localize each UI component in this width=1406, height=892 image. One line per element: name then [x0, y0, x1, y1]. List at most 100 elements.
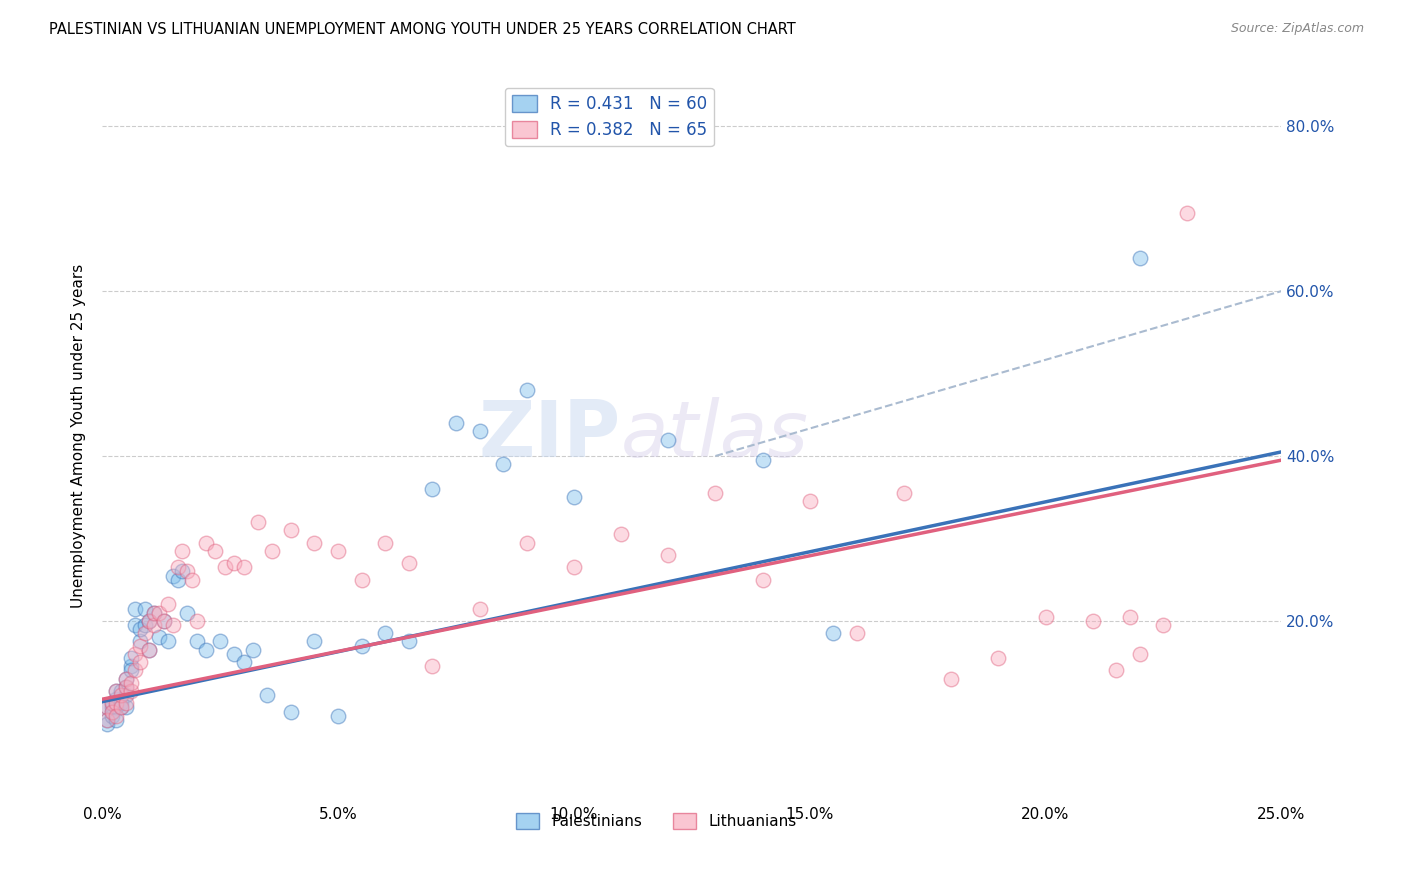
Point: [176, 565, 198, 579]
Point: [256, 688, 278, 702]
Point: [152, 614, 174, 628]
Point: [209, 634, 232, 648]
Point: [100, 705, 122, 719]
Text: PALESTINIAN VS LITHUANIAN UNEMPLOYMENT AMONG YOUTH UNDER 25 YEARS CORRELATION CH: PALESTINIAN VS LITHUANIAN UNEMPLOYMENT A…: [49, 22, 796, 37]
Point: [129, 639, 152, 653]
Point: [492, 457, 515, 471]
Point: [444, 416, 467, 430]
Point: [124, 647, 146, 661]
Point: [516, 535, 538, 549]
Point: [105, 700, 128, 714]
Point: [224, 647, 246, 661]
Point: [96, 700, 118, 714]
Point: [105, 692, 128, 706]
Point: [1175, 206, 1198, 220]
Point: [304, 535, 326, 549]
Point: [162, 568, 184, 582]
Point: [195, 642, 218, 657]
Point: [129, 655, 152, 669]
Point: [204, 544, 226, 558]
Point: [110, 700, 132, 714]
Point: [124, 664, 146, 678]
Point: [657, 548, 679, 562]
Point: [129, 622, 152, 636]
Point: [110, 696, 132, 710]
Point: [186, 614, 208, 628]
Point: [120, 664, 142, 678]
Point: [172, 565, 194, 579]
Point: [1035, 609, 1057, 624]
Point: [105, 684, 128, 698]
Point: [124, 618, 146, 632]
Point: [562, 490, 585, 504]
Point: [138, 642, 160, 657]
Point: [100, 708, 122, 723]
Point: [987, 651, 1010, 665]
Point: [326, 544, 349, 558]
Point: [280, 523, 302, 537]
Point: [96, 717, 118, 731]
Point: [823, 626, 845, 640]
Point: [157, 598, 180, 612]
Point: [304, 634, 326, 648]
Point: [1119, 609, 1142, 624]
Point: [799, 494, 821, 508]
Y-axis label: Unemployment Among Youth under 25 years: Unemployment Among Youth under 25 years: [72, 263, 86, 607]
Point: [751, 573, 773, 587]
Point: [114, 696, 136, 710]
Text: ZIP: ZIP: [479, 398, 621, 474]
Point: [751, 453, 773, 467]
Point: [96, 713, 118, 727]
Point: [224, 556, 246, 570]
Point: [180, 573, 202, 587]
Point: [195, 535, 218, 549]
Point: [129, 634, 152, 648]
Point: [162, 618, 184, 632]
Point: [1105, 664, 1128, 678]
Point: [562, 560, 585, 574]
Point: [148, 606, 170, 620]
Text: atlas: atlas: [621, 398, 808, 474]
Point: [96, 700, 118, 714]
Point: [105, 708, 128, 723]
Point: [134, 626, 156, 640]
Point: [422, 659, 444, 673]
Point: [105, 684, 128, 698]
Point: [105, 696, 128, 710]
Point: [260, 544, 283, 558]
Point: [148, 631, 170, 645]
Point: [1129, 647, 1152, 661]
Point: [114, 688, 136, 702]
Point: [114, 680, 136, 694]
Point: [134, 601, 156, 615]
Point: [374, 535, 396, 549]
Point: [941, 672, 963, 686]
Point: [110, 700, 132, 714]
Point: [214, 560, 236, 574]
Point: [398, 556, 420, 570]
Point: [120, 675, 142, 690]
Point: [704, 486, 727, 500]
Point: [124, 601, 146, 615]
Point: [120, 684, 142, 698]
Point: [166, 560, 188, 574]
Point: [242, 642, 264, 657]
Point: [100, 705, 122, 719]
Point: [610, 527, 633, 541]
Legend: Palestinians, Lithuanians: Palestinians, Lithuanians: [510, 806, 803, 835]
Point: [516, 383, 538, 397]
Point: [114, 680, 136, 694]
Point: [138, 614, 160, 628]
Text: Source: ZipAtlas.com: Source: ZipAtlas.com: [1230, 22, 1364, 36]
Point: [166, 573, 188, 587]
Point: [105, 713, 128, 727]
Point: [246, 515, 269, 529]
Point: [114, 672, 136, 686]
Point: [100, 700, 122, 714]
Point: [100, 696, 122, 710]
Point: [110, 688, 132, 702]
Point: [468, 424, 491, 438]
Point: [845, 626, 868, 640]
Point: [350, 639, 373, 653]
Point: [114, 672, 136, 686]
